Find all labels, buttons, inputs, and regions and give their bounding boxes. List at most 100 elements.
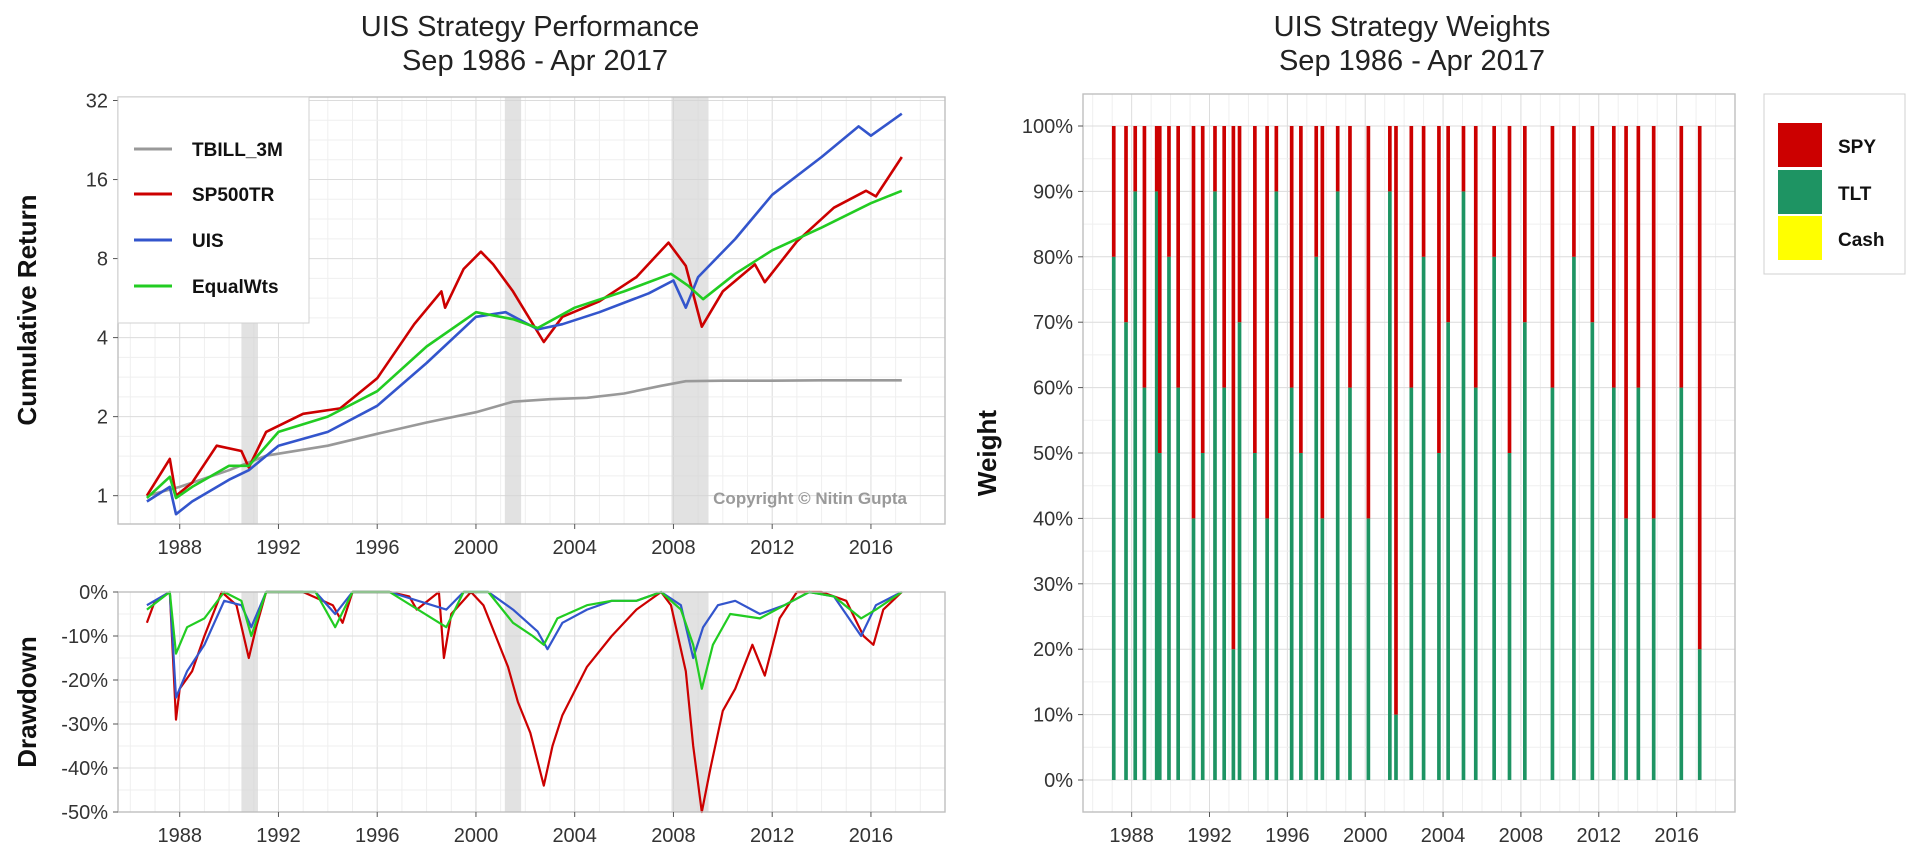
bar-tlt [1697,649,1702,780]
x-tick-label: 2008 [651,825,696,847]
drawdown-x-ticks: 1988 1992 1996 2000 2004 2008 2012 2016 [157,812,893,847]
legend-label-tbill: TBILL_3M [192,140,283,161]
y-tick-label: -50% [61,802,108,824]
bar-tlt [1492,256,1496,780]
bar-tlt [1437,453,1441,780]
x-tick-label: 2012 [750,537,795,559]
y-tick-label: 20% [1033,639,1073,661]
bar-spy [1651,126,1656,519]
bar-spy [1299,126,1303,453]
legend-label-uis: UIS [192,231,224,252]
bar-tlt [1394,714,1398,780]
bar-spy [1142,126,1147,388]
bar-tlt [1299,453,1303,780]
bar-tlt [1523,322,1527,780]
x-tick-label: 2012 [1577,825,1622,847]
bar-tlt [1289,387,1294,780]
drawdown-plot-frame [117,591,946,813]
bar-spy [1366,126,1371,519]
y-tick-label: 60% [1033,378,1073,400]
bar-tlt [1124,322,1128,780]
bar-tlt [1651,518,1656,780]
legend-label-equalwts: EqualWts [192,277,279,298]
series-line-uis [146,112,903,516]
bar-spy [1253,126,1257,453]
bar-tlt [1154,191,1159,780]
bar-tlt [1157,453,1162,780]
recession-band [671,97,709,524]
performance-y-axis-label: Cumulative Return [12,194,42,425]
bar-tlt [1213,191,1217,780]
y-tick-label: -30% [61,714,108,736]
recession-band [504,97,522,524]
x-tick-label: 2016 [1654,825,1699,847]
performance-x-ticks: 1988 1992 1996 2000 2004 2008 2012 2016 [157,524,893,559]
bar-spy [1176,126,1180,388]
y-tick-label: -20% [61,670,108,692]
bar-spy [1237,126,1242,323]
y-tick-label: 4 [97,328,108,350]
bar-tlt [1265,518,1269,780]
y-tick-label: 32 [86,91,108,113]
series-line-equalwts [146,189,903,500]
bar-tlt [1191,518,1196,780]
drawdown-y-ticks: 0% -10% -20% -30% -40% -50% [61,582,118,824]
bar-spy [1200,126,1205,453]
bar-tlt [1409,387,1414,780]
bar-spy [1348,126,1352,388]
x-tick-label: 2004 [1421,825,1466,847]
x-tick-label: 1992 [256,825,301,847]
bar-spy [1274,126,1279,192]
weights-title: UIS Strategy Weights [1274,11,1551,43]
bar-spy [1154,126,1159,192]
legend-label-sp500tr: SP500TR [192,185,275,206]
bar-tlt [1142,387,1147,780]
performance-y-ticks: 1 2 4 8 16 32 [86,91,118,508]
series-line-tbill_3m [146,378,902,497]
weights-subtitle: Sep 1986 - Apr 2017 [1279,45,1545,77]
x-tick-label: 2012 [750,825,795,847]
bar-tlt [1572,256,1576,780]
y-tick-label: 100% [1022,116,1073,138]
x-tick-label: 1992 [256,537,301,559]
x-tick-label: 2016 [849,537,894,559]
bar-spy [1213,126,1217,192]
y-tick-label: -40% [61,758,108,780]
performance-title: UIS Strategy Performance [361,11,699,43]
y-tick-label: 50% [1033,443,1073,465]
y-tick-label: 10% [1033,705,1073,727]
x-tick-label: 2016 [849,825,894,847]
bar-spy [1388,126,1392,192]
bar-spy [1437,126,1441,453]
drawdown-line-equalwts [146,590,903,690]
y-tick-label: -10% [61,626,108,648]
bar-spy [1409,126,1414,388]
y-tick-label: 70% [1033,312,1073,334]
bar-tlt [1133,191,1138,780]
x-tick-label: 2008 [651,537,696,559]
bar-spy [1679,126,1684,388]
bar-tlt [1314,256,1319,780]
bar-tlt [1590,322,1595,780]
bar-tlt [1176,387,1180,780]
legend-swatch-cash [1778,216,1822,260]
bar-tlt [1421,256,1426,780]
x-tick-label: 1996 [355,825,400,847]
bar-spy [1624,126,1628,519]
y-tick-label: 30% [1033,574,1073,596]
bar-tlt [1550,387,1555,780]
x-tick-label: 1988 [157,825,202,847]
bar-tlt [1320,518,1325,780]
x-tick-label: 1988 [157,537,202,559]
performance-lines [145,112,903,516]
bar-spy [1222,126,1227,388]
x-tick-label: 2000 [454,537,499,559]
bar-tlt [1222,387,1227,780]
x-tick-label: 1996 [355,537,400,559]
performance-legend: TBILL_3M SP500TR UIS EqualWts [117,96,310,324]
legend-label-spy: SPY [1838,137,1876,158]
bar-spy [1611,126,1616,388]
y-tick-label: 90% [1033,181,1073,203]
performance-recession-shading [241,97,709,524]
